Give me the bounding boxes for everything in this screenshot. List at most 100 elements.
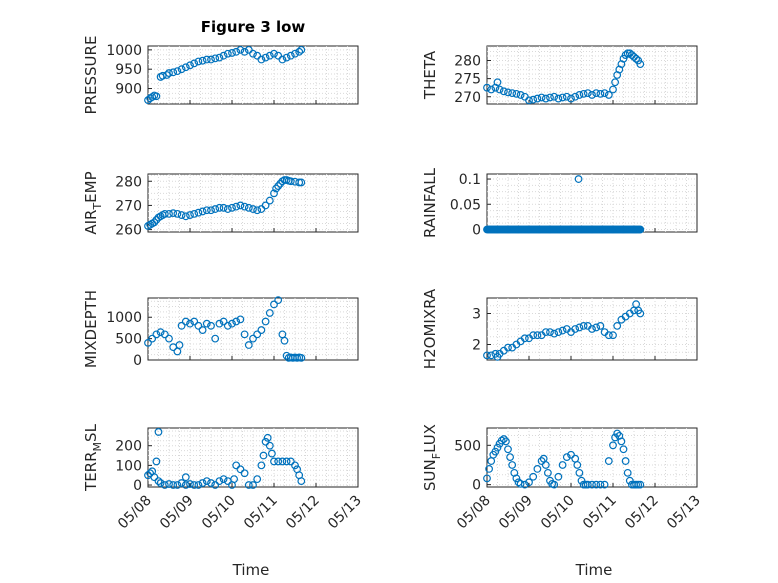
data-point: [257, 326, 266, 334]
x-axis-label: Time: [575, 561, 613, 579]
data-point: [175, 341, 184, 349]
data-point: [508, 89, 517, 98]
data-point: [244, 481, 253, 489]
data-point: [516, 91, 525, 99]
x-tick-label: 05/08: [454, 493, 494, 533]
x-tick-label: 05/11: [241, 493, 281, 533]
data-point: [259, 451, 268, 460]
data-point: [244, 45, 253, 54]
data-point: [240, 469, 249, 478]
y-axis-label: TERRMSL: [82, 423, 104, 492]
data-point: [198, 479, 207, 487]
data-point: [632, 480, 640, 489]
data-point: [550, 329, 559, 338]
data-point: [497, 436, 506, 445]
data-point: [165, 69, 173, 77]
data-point: [165, 209, 173, 218]
data-point: [202, 319, 211, 328]
y-tick-label: 0: [133, 478, 142, 494]
data-point: [211, 54, 220, 63]
data-point: [186, 61, 194, 70]
data-point: [493, 443, 502, 452]
data-point: [202, 206, 211, 215]
data-point: [215, 477, 224, 486]
subplot-5: 0 500 1000 MIXDEPTH: [82, 290, 359, 369]
data-point: [181, 63, 190, 72]
subplot-4: 0 0.05 0.1 RAINFALL: [421, 167, 698, 238]
data-point: [636, 480, 645, 489]
y-axis-label: PRESSURE: [82, 36, 100, 115]
data-point: [592, 480, 601, 489]
data-point: [600, 480, 609, 489]
data-point: [154, 428, 163, 436]
data-point: [554, 94, 563, 103]
data-point: [265, 309, 274, 317]
data-point: [249, 334, 257, 343]
subplot-6: 2 3 H2OMIXRA: [421, 288, 698, 369]
data-point: [261, 53, 270, 62]
data-point: [257, 55, 266, 64]
data-point: [506, 453, 515, 462]
data-point: [249, 481, 257, 489]
data-point: [186, 480, 194, 488]
data-point: [265, 51, 274, 60]
data-point: [232, 202, 241, 211]
data-point: [562, 453, 571, 462]
data-point: [177, 65, 186, 74]
data-point: [253, 51, 262, 60]
data-point: [483, 474, 491, 483]
data-point: [148, 334, 157, 343]
data-point: [219, 317, 228, 326]
data-point: [291, 461, 299, 470]
data-point: [611, 433, 619, 442]
data-point: [272, 184, 281, 193]
data-point: [520, 480, 529, 489]
y-tick-label: 0: [133, 353, 142, 369]
y-tick-label: 270: [115, 198, 142, 214]
data-point: [154, 477, 163, 486]
data-point: [169, 209, 178, 218]
data-series: [144, 428, 306, 489]
y-tick-label: 2: [472, 338, 481, 354]
data-point: [207, 55, 215, 64]
data-point: [165, 334, 173, 343]
data-point: [232, 461, 241, 470]
data-point: [619, 445, 628, 454]
data-point: [228, 49, 236, 57]
data-point: [525, 478, 533, 487]
data-point: [270, 49, 278, 58]
data-point: [504, 88, 512, 97]
y-tick-label: 3: [472, 307, 481, 323]
data-point: [567, 450, 575, 459]
data-point: [504, 343, 512, 352]
data-point: [150, 473, 159, 482]
data-point: [211, 481, 220, 489]
data-point: [232, 317, 241, 326]
data-point: [592, 323, 601, 332]
data-point: [240, 202, 249, 211]
data-point: [546, 328, 554, 337]
data-point: [575, 323, 584, 332]
data-point: [236, 201, 245, 210]
data-point: [525, 96, 533, 105]
data-point: [583, 480, 592, 489]
axes-box: [147, 427, 359, 488]
data-point: [190, 317, 199, 326]
data-series: [483, 300, 645, 361]
data-point: [529, 95, 538, 104]
data-point: [533, 465, 542, 473]
y-tick-label: 0.05: [450, 197, 481, 213]
data-point: [575, 468, 584, 477]
data-point: [232, 47, 241, 56]
data-point: [541, 94, 550, 103]
data-point: [512, 89, 521, 98]
data-point: [558, 93, 567, 102]
data-point: [544, 468, 552, 477]
data-point: [219, 475, 228, 484]
data-point: [579, 480, 588, 489]
data-point: [228, 203, 236, 212]
x-tick-label: 05/12: [622, 493, 662, 533]
x-tick-label: 05/10: [538, 493, 578, 533]
data-point: [144, 338, 152, 347]
data-point: [160, 209, 169, 218]
